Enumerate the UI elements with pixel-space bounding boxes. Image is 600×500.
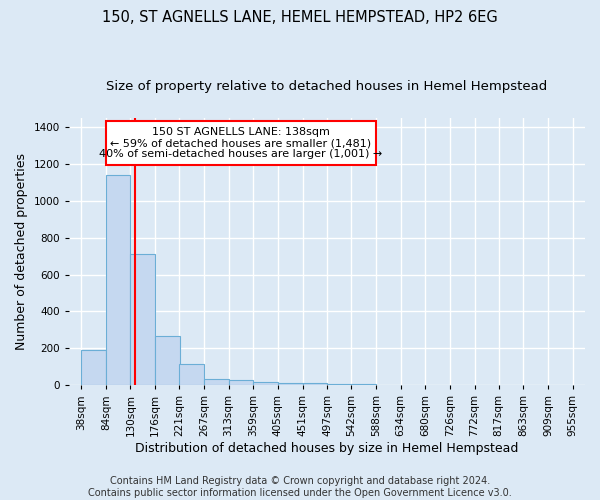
Text: Contains HM Land Registry data © Crown copyright and database right 2024.
Contai: Contains HM Land Registry data © Crown c… bbox=[88, 476, 512, 498]
Text: 150, ST AGNELLS LANE, HEMEL HEMPSTEAD, HP2 6EG: 150, ST AGNELLS LANE, HEMEL HEMPSTEAD, H… bbox=[102, 10, 498, 25]
Bar bbox=[229, 380, 253, 386]
Bar bbox=[204, 379, 229, 386]
Bar bbox=[352, 384, 376, 386]
Bar bbox=[278, 382, 302, 386]
FancyBboxPatch shape bbox=[106, 122, 376, 165]
Bar bbox=[179, 364, 204, 386]
Text: 40% of semi-detached houses are larger (1,001) →: 40% of semi-detached houses are larger (… bbox=[99, 149, 383, 159]
Y-axis label: Number of detached properties: Number of detached properties bbox=[15, 153, 28, 350]
Text: ← 59% of detached houses are smaller (1,481): ← 59% of detached houses are smaller (1,… bbox=[110, 138, 371, 148]
Bar bbox=[155, 336, 180, 386]
Bar bbox=[253, 382, 278, 386]
Text: 150 ST AGNELLS LANE: 138sqm: 150 ST AGNELLS LANE: 138sqm bbox=[152, 128, 330, 138]
Bar bbox=[106, 175, 130, 386]
Bar bbox=[327, 384, 352, 386]
Bar bbox=[302, 383, 327, 386]
X-axis label: Distribution of detached houses by size in Hemel Hempstead: Distribution of detached houses by size … bbox=[135, 442, 518, 455]
Bar bbox=[81, 350, 106, 386]
Title: Size of property relative to detached houses in Hemel Hempstead: Size of property relative to detached ho… bbox=[106, 80, 548, 93]
Bar bbox=[130, 254, 155, 386]
